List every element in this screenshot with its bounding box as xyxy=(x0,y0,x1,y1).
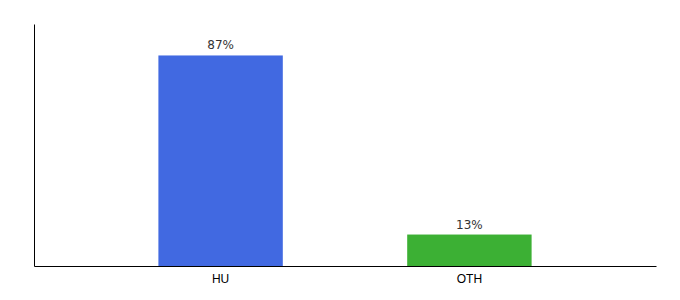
y-axis xyxy=(34,25,35,267)
bars xyxy=(158,55,531,266)
x-tick: OTH xyxy=(457,272,482,286)
chart: HU OTH 87% 13% xyxy=(0,0,680,300)
data-labels: 87% 13% xyxy=(207,38,482,231)
bar xyxy=(407,235,531,266)
data-label: 13% xyxy=(456,218,483,232)
x-tick-label: HU xyxy=(212,272,229,286)
y-axis-line xyxy=(34,25,35,267)
x-tick: HU xyxy=(212,272,229,286)
x-tick-label: OTH xyxy=(457,272,482,286)
data-label: 87% xyxy=(207,38,234,52)
x-axis: HU OTH xyxy=(35,267,657,286)
x-axis-line xyxy=(35,266,657,267)
plot-area: HU OTH 87% 13% xyxy=(35,25,657,286)
bar xyxy=(158,55,282,266)
